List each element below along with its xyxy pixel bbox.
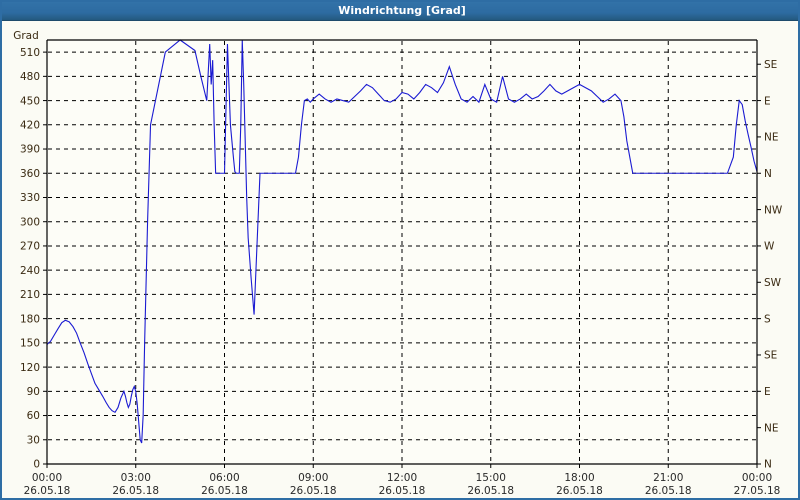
right-axis-tick-label: W	[764, 241, 775, 253]
right-axis-tick-label: SW	[764, 277, 782, 289]
y-axis-tick-label: 450	[20, 95, 40, 107]
right-axis-tick-label: N	[764, 459, 772, 471]
x-axis-date-label: 26.05.18	[379, 485, 426, 497]
x-axis-date-label: 27.05.18	[734, 485, 781, 497]
y-axis-tick-label: 270	[20, 241, 40, 253]
right-axis-tick-label: SE	[764, 350, 777, 362]
right-axis-tick-label: N	[764, 168, 772, 180]
x-axis-labels: 00:0026.05.1803:0026.05.1806:0026.05.180…	[24, 472, 781, 497]
right-axis-tick-label: S	[764, 313, 771, 325]
y-axis-unit-label: Grad	[13, 30, 39, 42]
y-axis-tick-label: 90	[27, 386, 40, 398]
y-axis-tick-label: 510	[20, 47, 40, 59]
y-axis-tick-label: 120	[20, 362, 40, 374]
x-axis-time-label: 12:00	[387, 472, 417, 484]
vertical-gridlines	[135, 41, 669, 463]
wind-direction-line-chart: 0 30 60 90 120 150 180 210 240 270 300 330 360 390 420…	[13, 30, 783, 497]
x-axis-time-label: 09:00	[298, 472, 328, 484]
x-axis-date-label: 26.05.18	[112, 485, 159, 497]
x-axis-ticks	[46, 464, 758, 468]
x-axis-time-label: 06:00	[209, 472, 239, 484]
right-axis-tick-label: NW	[764, 204, 783, 216]
right-axis-tick-label: SE	[764, 59, 777, 71]
window-title: Windrichtung [Grad]	[338, 4, 466, 17]
right-axis-labels: N NE E SE S SW W NW N NE E SE	[764, 59, 783, 471]
x-axis-date-label: 26.05.18	[24, 485, 71, 497]
window-title-bar: Windrichtung [Grad]	[2, 2, 798, 21]
y-axis-ticks	[43, 51, 47, 465]
x-axis-time-label: 18:00	[564, 472, 594, 484]
wind-direction-series	[46, 39, 758, 444]
right-axis-tick-label: E	[764, 386, 771, 398]
x-axis-time-label: 21:00	[653, 472, 683, 484]
right-axis-ticks	[757, 63, 761, 465]
x-axis-date-label: 26.05.18	[290, 485, 337, 497]
x-axis-time-label: 15:00	[476, 472, 506, 484]
x-axis-time-label: 00:00	[742, 472, 772, 484]
right-axis-tick-label: NE	[764, 132, 779, 144]
y-axis-tick-label: 360	[20, 168, 40, 180]
y-axis-tick-label: 330	[20, 192, 40, 204]
right-axis-tick-label: E	[764, 95, 771, 107]
y-axis-tick-label: 60	[27, 410, 40, 422]
x-axis-time-label: 03:00	[121, 472, 151, 484]
y-axis-tick-label: 390	[20, 144, 40, 156]
y-axis-tick-label: 300	[20, 216, 40, 228]
y-axis-tick-label: 180	[20, 313, 40, 325]
y-axis-tick-label: 30	[27, 434, 40, 446]
chart-canvas: 0 30 60 90 120 150 180 210 240 270 300 330 360 390 420…	[2, 23, 798, 498]
y-axis-tick-label: 420	[20, 120, 40, 132]
x-axis-date-label: 26.05.18	[201, 485, 248, 497]
right-axis-tick-label: NE	[764, 422, 779, 434]
y-axis-tick-label: 0	[33, 459, 40, 471]
x-axis-time-label: 00:00	[32, 472, 62, 484]
y-axis-tick-label: 240	[20, 265, 40, 277]
y-axis-tick-label: 210	[20, 289, 40, 301]
x-axis-date-label: 26.05.18	[467, 485, 514, 497]
x-axis-date-label: 26.05.18	[556, 485, 603, 497]
y-axis-tick-label: 480	[20, 71, 40, 83]
y-axis-tick-label: 150	[20, 338, 40, 350]
x-axis-date-label: 26.05.18	[645, 485, 692, 497]
y-axis-labels: 0 30 60 90 120 150 180 210 240 270 300 330 360 390 420…	[20, 47, 40, 471]
